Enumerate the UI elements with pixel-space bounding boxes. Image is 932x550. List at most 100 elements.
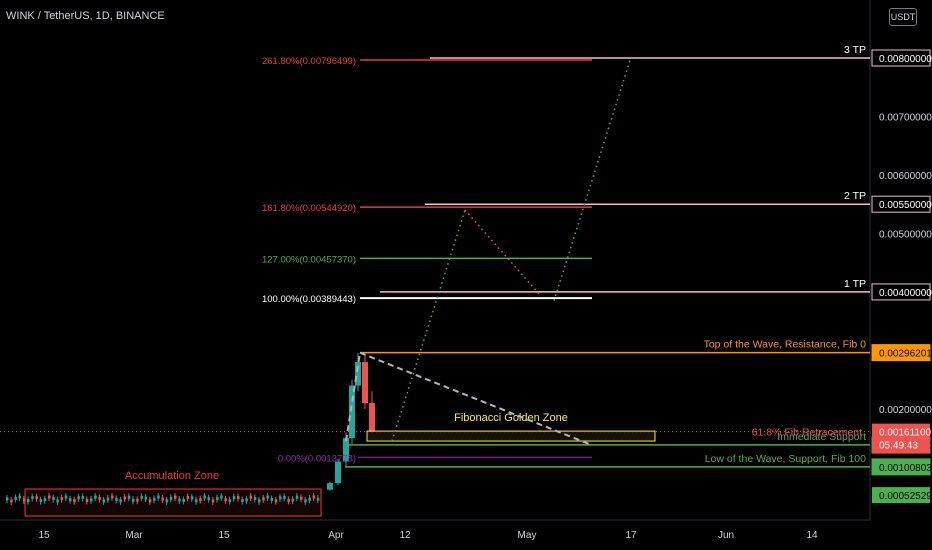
candle-body [31,496,34,500]
candle-body [182,498,185,502]
price-tag [871,344,931,362]
candle-body [241,499,244,503]
candle-body [18,495,22,499]
accumulation-zone-label: Accumulation Zone [125,470,219,482]
candle-body [369,403,375,432]
candle-body [199,498,202,502]
candle-body [60,497,64,501]
candle-body [291,498,295,502]
candle-body [195,499,198,503]
candle-body [343,438,349,462]
candle-body [123,496,127,500]
fib-level-label: 261.80%(0.00796499) [262,56,356,67]
candle-body [304,499,307,503]
price-tag-text: 0.00400000 [879,288,932,299]
y-tick-label: 0.00500000 [879,229,932,240]
candle-body [22,498,26,502]
candle-body [362,362,368,404]
candle-body [211,499,215,503]
candle-body [312,495,316,499]
countdown-text: 05:49:43 [879,441,918,452]
candle-body [148,499,152,503]
x-tick-label: 17 [625,530,637,541]
candle-body [73,499,76,503]
candle-body [39,499,43,503]
candle-body [249,495,253,499]
candle-body [316,497,320,501]
candle-body [216,497,219,501]
price-tag [871,49,931,67]
candle-body [64,495,68,499]
candle-body [174,495,177,499]
candle-body [35,496,38,500]
candle-body [90,498,93,502]
candle-body [253,496,257,500]
candle-body [43,498,47,502]
candle-body [274,499,278,503]
candle-body [355,362,361,386]
x-tick-label: 15 [218,530,230,541]
fib-level-label: 161.80%(0.00544920) [262,203,356,214]
candle-body [69,498,72,502]
fib-level-label: 0.00%(0.0013778) [278,453,356,464]
horizontal-line-label: Top of the Wave, Resistance, Fib 0 [704,339,867,351]
candle-body [119,499,122,503]
fib-level-label: 127.00%(0.00457370) [262,254,356,265]
candle-body [10,499,13,503]
candle-body [132,498,135,502]
current-price-tag [872,423,930,454]
candle-body [165,499,169,503]
price-tag [871,458,931,476]
candle-body [327,483,333,490]
candle-body [140,495,143,499]
horizontal-line-label: 1 TP [844,278,866,290]
candle-body [153,497,156,501]
fib-level-label: 100.00%(0.00389443) [262,294,356,305]
price-tag [871,283,931,301]
candle-body [245,498,248,502]
price-tag-text: 0.00296201 [879,349,932,360]
price-tag-text: 0.00800000 [879,54,932,65]
horizontal-line-label: Low of the Wave, Support, Fib 100 [705,453,866,465]
horizontal-line-label: 2 TP [844,190,866,202]
y-tick-label: 0.00600000 [879,171,932,182]
golden-zone-label: Fibonacci Golden Zone [454,412,568,424]
candle-body [283,495,286,499]
horizontal-line-label: Immediate Support [777,431,866,443]
candle-body [14,496,17,500]
x-tick-label: May [518,530,537,541]
price-tag [872,487,930,504]
x-tick-label: 15 [38,530,50,541]
trendline [359,351,593,447]
candle-body [295,495,299,499]
current-price-text: 0.00161100 [879,428,932,439]
candle-body [102,499,106,503]
x-tick-label: 12 [399,530,411,541]
currency-button[interactable]: USDT [889,8,917,26]
candle-body [266,495,269,499]
candle-body [48,495,51,499]
candle-body [81,495,85,499]
candle-body [115,497,118,501]
candle-body [224,498,227,502]
candle-body [144,496,148,500]
chart-symbol-title: WINK / TetherUS, 1D, BINANCE [6,10,165,22]
candle-body [106,497,110,501]
candle-body [52,497,55,501]
trendline [345,352,361,442]
horizontal-line-label: 3 TP [844,44,866,56]
candle-body [77,496,80,500]
candle-body [207,497,211,501]
candle-body [335,461,341,484]
candle-body [98,496,101,500]
candle-body [237,496,240,500]
candle-body [136,498,139,502]
price-tag-text: 0.00052529 [879,491,932,502]
candle-body [203,495,206,499]
candle-body [349,385,355,439]
x-tick-label: Mar [125,530,143,541]
candle-body [127,495,131,499]
price-tag-text: 0.00100803 [879,463,932,474]
candle-body [94,495,97,499]
